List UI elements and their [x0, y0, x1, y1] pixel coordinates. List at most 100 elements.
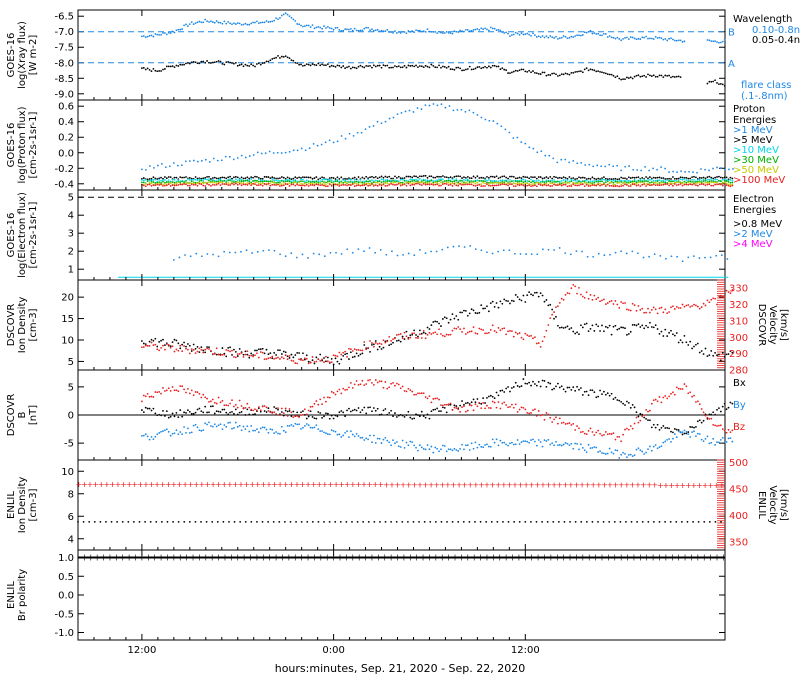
data-point — [227, 20, 230, 23]
data-point — [616, 184, 619, 187]
data-point — [649, 184, 651, 187]
data-point — [666, 335, 669, 337]
data-point — [587, 394, 590, 397]
data-point — [338, 183, 341, 186]
legend-entry: 0.10-0.8nm — [752, 25, 800, 36]
data-point — [351, 66, 354, 69]
data-point — [484, 118, 487, 121]
data-point — [426, 28, 429, 31]
data-point — [233, 183, 235, 186]
data-point — [192, 412, 195, 415]
data-point — [649, 409, 651, 412]
data-point — [372, 383, 375, 386]
data-point — [574, 285, 577, 288]
data-point — [503, 391, 506, 393]
data-point — [729, 292, 732, 295]
data-point — [597, 429, 600, 432]
data-point — [729, 401, 732, 404]
data-point — [495, 180, 498, 183]
data-point — [441, 181, 444, 183]
data-point — [463, 403, 465, 406]
density-point — [373, 520, 376, 523]
data-point — [210, 400, 212, 403]
velocity-mark: + — [663, 481, 670, 490]
data-point — [702, 176, 705, 179]
data-point — [469, 245, 472, 247]
data-point — [633, 422, 636, 425]
density-point — [697, 520, 700, 523]
data-point — [702, 183, 705, 186]
data-point — [240, 176, 243, 179]
data-point — [514, 31, 517, 34]
data-point — [604, 179, 607, 182]
density-point — [283, 520, 286, 523]
data-point — [495, 438, 498, 441]
legend-entry: >2 MeV — [733, 229, 773, 240]
velocity-mark: + — [674, 481, 681, 490]
data-point — [303, 64, 306, 67]
data-point — [564, 179, 567, 182]
data-point — [687, 431, 690, 433]
data-point — [526, 182, 529, 184]
data-point — [384, 175, 387, 178]
data-point — [279, 414, 281, 416]
data-point — [731, 440, 734, 443]
data-point — [386, 439, 389, 442]
data-point — [317, 178, 320, 181]
data-point — [374, 409, 377, 412]
data-point — [273, 351, 276, 354]
density-point — [585, 520, 588, 523]
data-point — [211, 180, 214, 182]
data-point — [478, 65, 481, 68]
data-point — [457, 408, 460, 411]
data-point — [302, 426, 304, 429]
data-point — [311, 63, 314, 65]
data-point — [530, 384, 532, 387]
data-point — [305, 423, 308, 425]
data-point — [528, 335, 531, 338]
data-point — [712, 177, 715, 180]
data-point — [394, 30, 396, 32]
data-point — [472, 398, 475, 401]
data-point — [539, 184, 542, 186]
density-point — [653, 520, 655, 523]
data-point — [508, 131, 511, 134]
data-point — [348, 183, 350, 186]
data-point — [482, 329, 485, 331]
data-point — [631, 250, 634, 253]
data-point — [325, 178, 327, 181]
velocity-mark: + — [394, 480, 401, 489]
data-point — [516, 177, 519, 180]
data-point — [372, 343, 375, 346]
data-point — [183, 176, 185, 179]
data-point — [374, 340, 377, 342]
data-point — [518, 182, 521, 185]
data-point — [388, 66, 391, 69]
data-point — [568, 180, 571, 183]
data-point — [495, 406, 498, 409]
data-point — [507, 180, 509, 183]
data-point — [463, 69, 465, 72]
data-point — [251, 252, 254, 254]
data-point — [595, 70, 598, 73]
data-point — [622, 177, 624, 180]
data-point — [315, 176, 318, 178]
data-point — [208, 61, 210, 64]
data-point — [487, 406, 490, 409]
data-point — [229, 61, 231, 64]
data-point — [233, 412, 235, 415]
data-point — [382, 180, 385, 183]
data-point — [224, 155, 227, 158]
data-point — [231, 181, 233, 183]
data-point — [649, 445, 651, 448]
data-point — [551, 308, 554, 311]
data-point — [541, 294, 544, 297]
legend-title: Wavelength — [733, 14, 792, 25]
data-point — [397, 414, 400, 417]
data-point — [336, 140, 339, 143]
data-point — [624, 177, 626, 180]
data-point — [564, 390, 567, 393]
data-point — [187, 25, 189, 27]
data-point — [541, 379, 544, 382]
data-point — [424, 183, 427, 186]
